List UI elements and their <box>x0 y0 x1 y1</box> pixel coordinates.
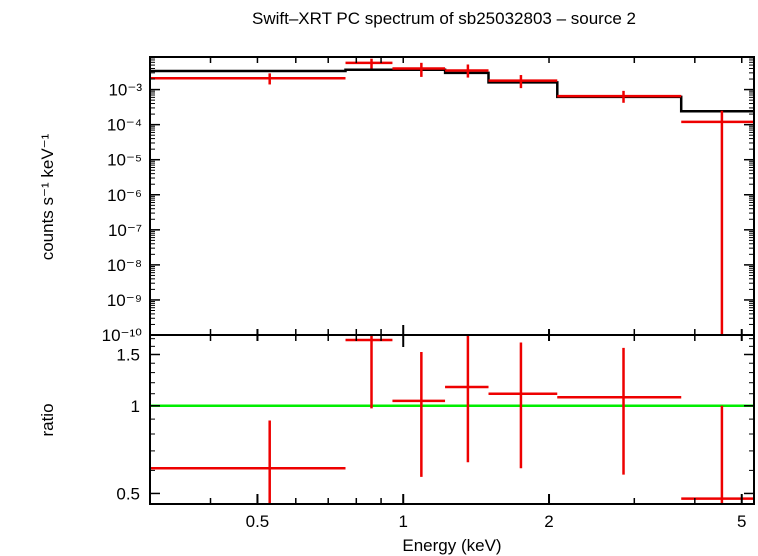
x-axis-label: Energy (keV) <box>402 536 501 555</box>
axis-ticks: 0.5 1 2 5 10⁻³ 10⁻⁴ 10⁻⁵ 10⁻⁶ 10⁻⁷ 10⁻⁸ 10⁻⁹ 10⁻¹⁰ 0… <box>102 57 754 531</box>
y-tick-label-top: 10⁻¹⁰ <box>102 326 143 345</box>
ratio-point-5 <box>557 347 682 475</box>
data-point-3 <box>445 64 489 78</box>
data-point-4 <box>488 75 558 89</box>
x-tick-label: 0.5 <box>246 512 270 531</box>
ratio-point-3 <box>445 335 489 463</box>
data-point-1 <box>345 58 393 69</box>
y-axis-label-top: counts s⁻¹ keV⁻¹ <box>38 133 57 260</box>
top-panel-frame <box>149 56 755 336</box>
chart-title: Swift–XRT PC spectrum of sb25032803 – so… <box>252 9 636 28</box>
ratio-point-2 <box>392 351 446 477</box>
y-tick-label-top: 10⁻⁴ <box>107 116 142 135</box>
data-point-0 <box>150 73 346 85</box>
x-tick-label: 2 <box>544 512 553 531</box>
y-axis-label-bottom: ratio <box>38 403 57 436</box>
bottom-panel-marks <box>150 335 754 504</box>
y-tick-label-bottom: 1.5 <box>116 345 140 364</box>
ratio-point-1 <box>345 335 393 409</box>
y-tick-label-top: 10⁻⁸ <box>107 256 142 275</box>
data-point-5 <box>557 90 682 103</box>
ratio-point-4 <box>488 342 558 469</box>
data-point-6 <box>681 110 754 335</box>
ratio-point-0 <box>150 420 346 504</box>
y-tick-label-top: 10⁻⁵ <box>107 151 142 170</box>
y-tick-label-bottom: 1 <box>131 397 140 416</box>
x-tick-label: 5 <box>737 512 746 531</box>
y-tick-label-top: 10⁻³ <box>108 81 142 100</box>
y-tick-label-top: 10⁻⁷ <box>108 221 142 240</box>
y-tick-label-top: 10⁻⁹ <box>107 291 142 310</box>
data-point-2 <box>392 62 446 77</box>
model-step-line <box>150 68 754 113</box>
y-tick-label-top: 10⁻⁶ <box>107 186 142 205</box>
x-tick-label: 1 <box>398 512 407 531</box>
top-panel-marks <box>150 58 754 335</box>
ratio-point-6 <box>681 405 754 504</box>
y-tick-label-bottom: 0.5 <box>116 484 140 503</box>
bottom-panel-frame <box>149 334 755 505</box>
